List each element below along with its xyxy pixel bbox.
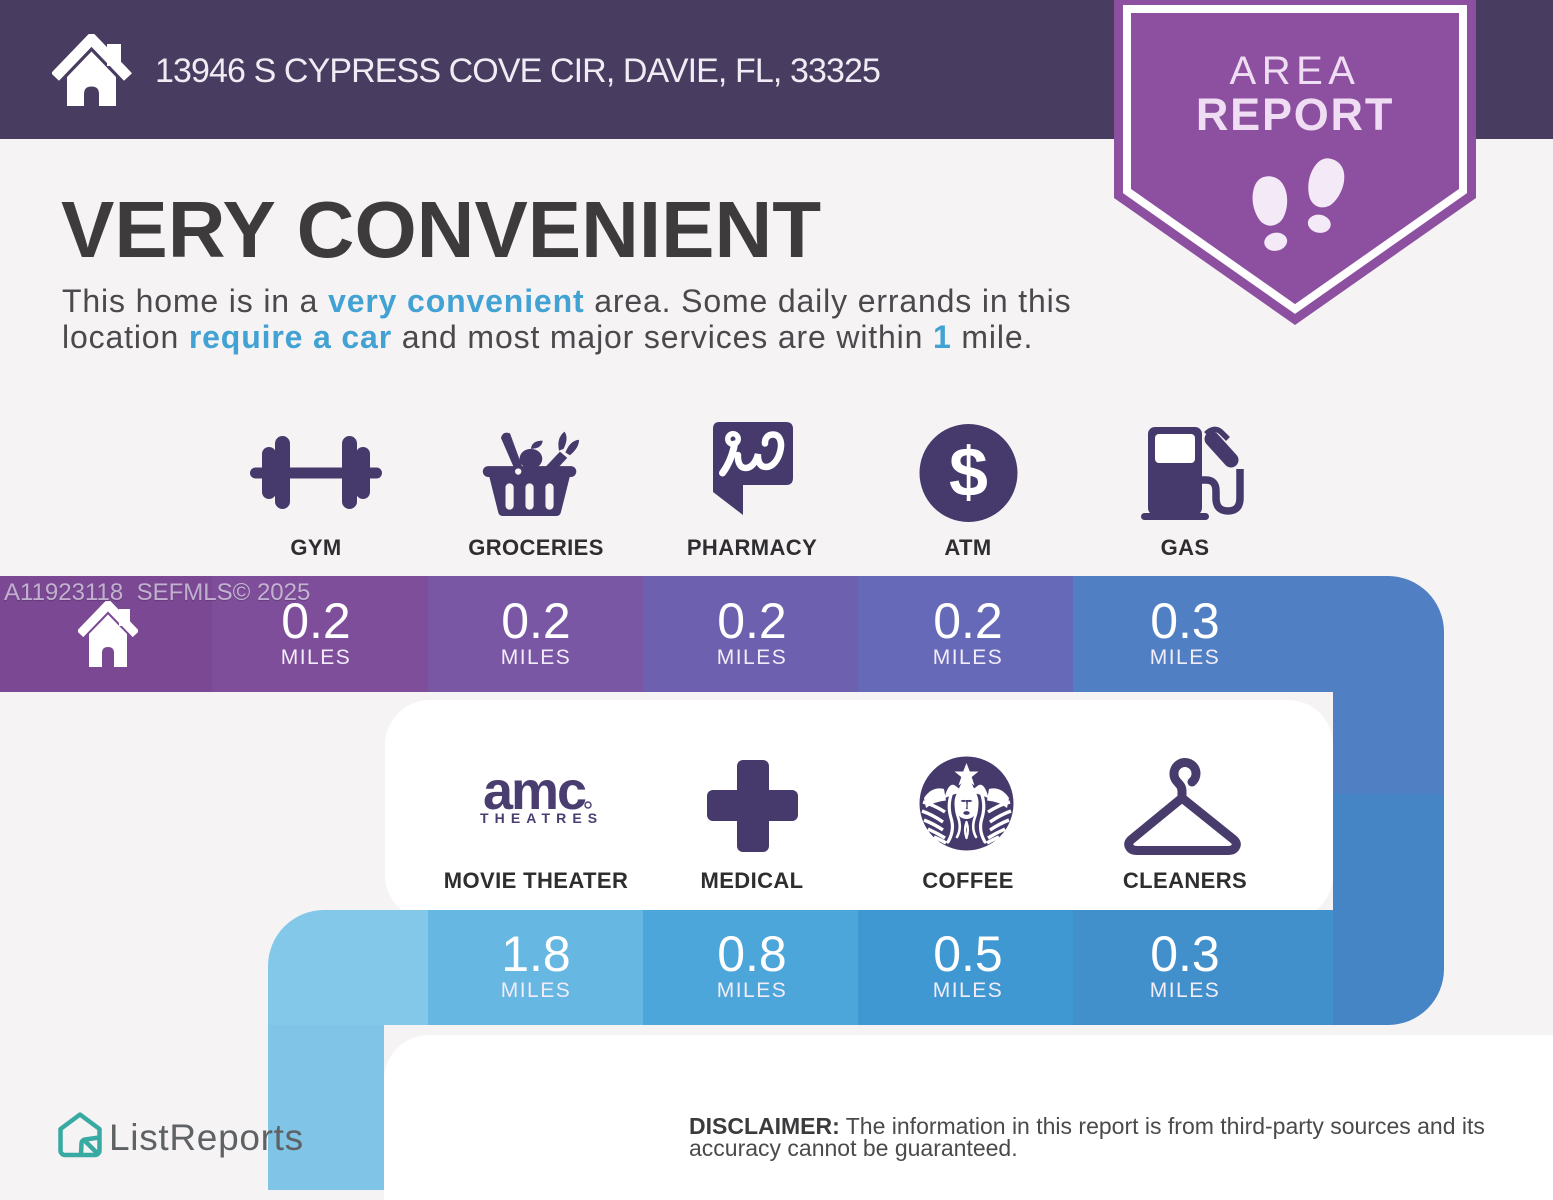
svg-text:REPORT: REPORT [1196,89,1394,140]
svg-text:AREA: AREA [1230,49,1361,93]
svg-text:$: $ [949,433,988,511]
svg-text:amc: amc [483,761,586,821]
svg-text:THEATRES: THEATRES [480,810,603,826]
